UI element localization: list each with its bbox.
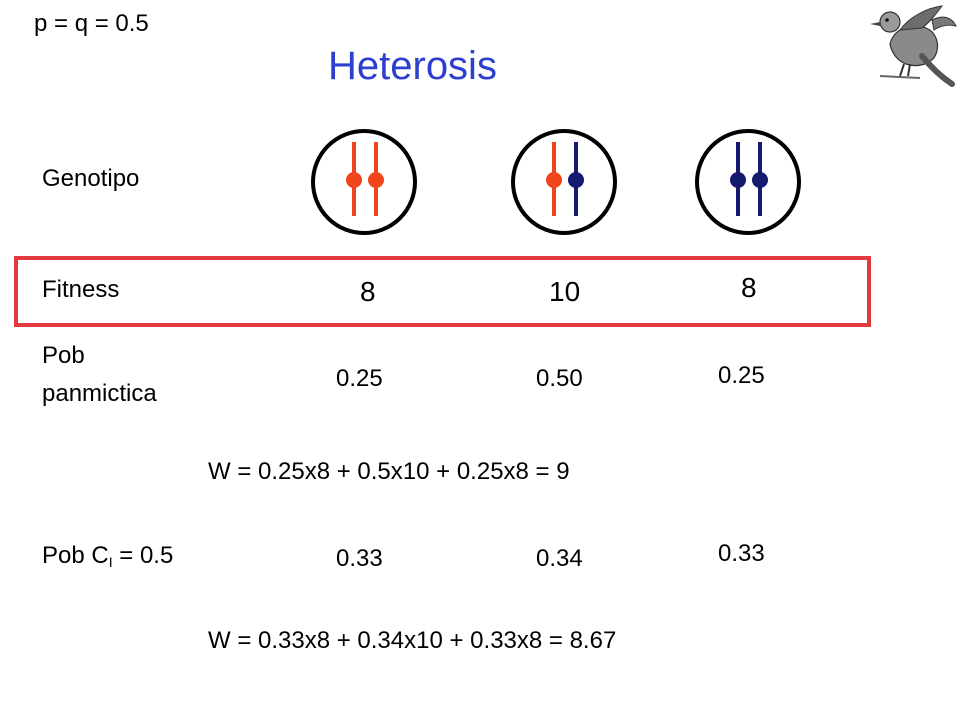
pob-ci-subscript: I (108, 554, 113, 570)
genotype-row-label: Genotipo (42, 165, 140, 192)
inbred-freq-2: 0.34 (536, 545, 583, 572)
genotype-homozygous-red (310, 128, 418, 236)
bird-illustration-icon (860, 0, 958, 88)
pob-ci-suffix: = 0.5 (112, 542, 174, 569)
pob-panmictica-label-line1: Pob (42, 342, 85, 369)
panmictic-freq-2: 0.50 (536, 365, 583, 392)
fitness-row-label: Fitness (42, 276, 120, 303)
pob-panmictica-label-line2: panmictica (42, 380, 157, 407)
fitness-value-2: 10 (549, 276, 581, 307)
pob-ci-prefix: Pob C (42, 542, 109, 569)
inbred-freq-3: 0.33 (718, 540, 765, 567)
panmictic-freq-1: 0.25 (336, 365, 383, 392)
fitness-value-1: 8 (360, 276, 376, 307)
pob-ci-label: Pob CI = 0.5 (42, 542, 173, 570)
w-inbred-equation: W = 0.33x8 + 0.34x10 + 0.33x8 = 8.67 (208, 627, 617, 654)
fitness-value-3: 8 (741, 272, 757, 303)
genotype-homozygous-blue (694, 128, 802, 236)
w-panmictic-equation: W = 0.25x8 + 0.5x10 + 0.25x8 = 9 (208, 458, 570, 485)
frequency-note: p = q = 0.5 (34, 10, 149, 37)
genotype-heterozygous (510, 128, 618, 236)
panmictic-freq-3: 0.25 (718, 362, 765, 389)
page-title: Heterosis (328, 44, 497, 88)
inbred-freq-1: 0.33 (336, 545, 383, 572)
fitness-highlight-box (14, 256, 871, 327)
